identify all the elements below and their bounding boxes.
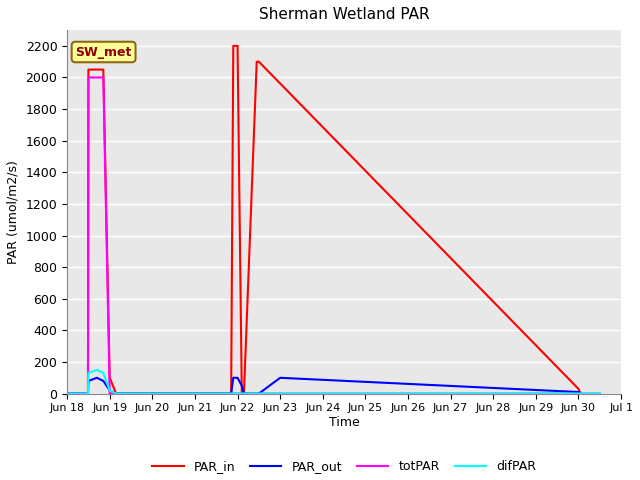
totPAR: [99, 74, 107, 80]
PAR_out: [234, 375, 241, 381]
difPAR: [84, 391, 92, 396]
PAR_out: [230, 375, 237, 381]
PAR_in: [234, 43, 241, 49]
Text: SW_met: SW_met: [76, 46, 132, 59]
difPAR: [93, 367, 100, 373]
totPAR: [84, 74, 92, 80]
Line: difPAR: difPAR: [67, 370, 600, 394]
PAR_out: [255, 391, 262, 396]
totPAR: [596, 391, 604, 396]
PAR_out: [238, 383, 246, 389]
Line: PAR_out: PAR_out: [67, 378, 580, 394]
PAR_out: [93, 375, 100, 381]
PAR_in: [577, 391, 584, 396]
difPAR: [84, 370, 92, 376]
PAR_in: [240, 391, 248, 396]
PAR_out: [84, 378, 92, 384]
PAR_out: [276, 375, 284, 381]
PAR_in: [63, 391, 71, 396]
PAR_out: [187, 391, 195, 396]
PAR_in: [253, 59, 260, 64]
PAR_in: [187, 391, 195, 396]
PAR_out: [227, 391, 235, 396]
difPAR: [63, 391, 71, 396]
PAR_in: [84, 67, 92, 72]
difPAR: [596, 391, 604, 396]
totPAR: [84, 391, 92, 396]
PAR_out: [575, 389, 582, 395]
totPAR: [106, 391, 113, 396]
Line: totPAR: totPAR: [67, 77, 600, 394]
difPAR: [112, 391, 120, 396]
X-axis label: Time: Time: [329, 416, 360, 429]
PAR_in: [84, 391, 92, 396]
Line: PAR_in: PAR_in: [67, 46, 580, 394]
PAR_out: [63, 391, 71, 396]
Title: Sherman Wetland PAR: Sherman Wetland PAR: [259, 7, 429, 22]
PAR_out: [240, 391, 248, 396]
difPAR: [106, 387, 113, 393]
PAR_in: [227, 391, 235, 396]
PAR_out: [577, 391, 584, 396]
PAR_out: [84, 391, 92, 396]
PAR_in: [99, 67, 107, 72]
Legend: PAR_in, PAR_out, totPAR, difPAR: PAR_in, PAR_out, totPAR, difPAR: [147, 455, 541, 478]
PAR_in: [230, 43, 237, 49]
PAR_in: [255, 59, 262, 64]
PAR_in: [112, 391, 120, 396]
difPAR: [99, 370, 107, 376]
PAR_out: [99, 378, 107, 384]
totPAR: [63, 391, 71, 396]
PAR_out: [106, 387, 113, 393]
PAR_in: [575, 386, 582, 392]
totPAR: [112, 391, 120, 396]
Y-axis label: PAR (umol/m2/s): PAR (umol/m2/s): [7, 160, 20, 264]
PAR_out: [112, 391, 120, 396]
PAR_in: [238, 391, 246, 396]
PAR_in: [106, 375, 113, 381]
